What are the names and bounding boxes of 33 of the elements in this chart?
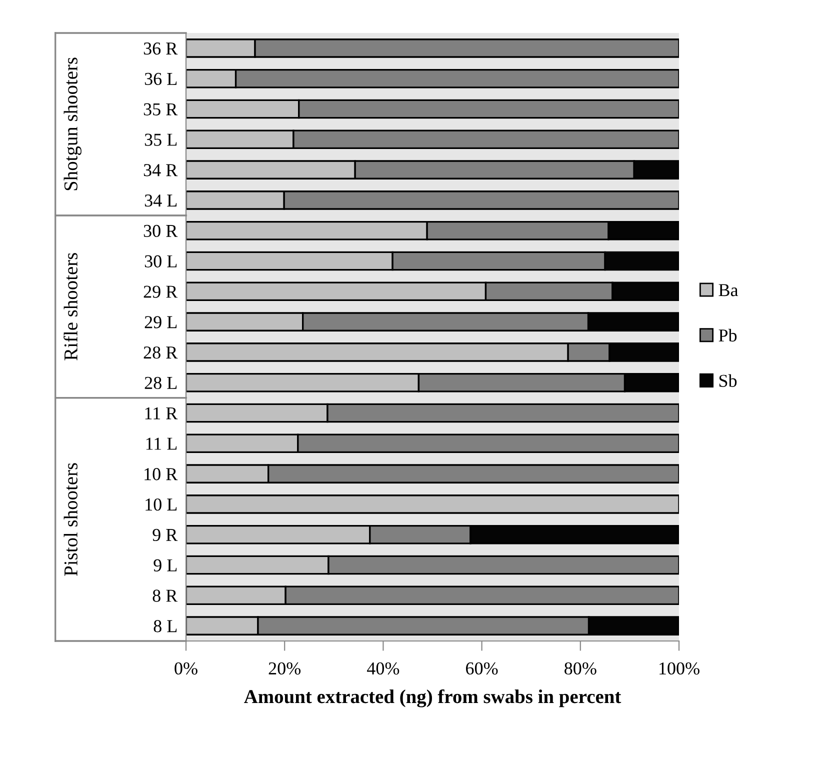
x-tick-label: 20% — [268, 662, 301, 675]
y-tick-label: 8 R — [152, 590, 178, 602]
y-tick-label: 28 L — [144, 376, 177, 390]
y-tick-label: 11 R — [145, 407, 178, 420]
legend-label: Pb — [718, 328, 737, 342]
y-tick-label: 8 L — [154, 620, 177, 632]
y-tick-label: 10 R — [144, 468, 178, 480]
y-tick-label: 30 R — [144, 224, 178, 238]
x-tick-label: 0% — [174, 662, 198, 675]
legend-label: Sb — [719, 374, 737, 387]
legend-label: Ba — [718, 284, 738, 296]
x-tick-label: 100% — [660, 662, 700, 675]
text: Shotgun shooters — [64, 58, 82, 190]
y-tick-label: 36 L — [144, 72, 177, 86]
y-tick-label: 10 L — [146, 498, 177, 511]
y-tick-label: 9 L — [154, 559, 177, 572]
y-tick-label: 36 R — [144, 42, 178, 55]
x-tick-label: 60% — [466, 662, 498, 675]
x-tick-label: 40% — [367, 662, 400, 675]
y-tick-label: 29 R — [144, 286, 178, 298]
y-tick-label: 34 L — [144, 194, 177, 207]
y-tick-label: 35 L — [144, 134, 177, 146]
y-tick-label: 30 L — [144, 255, 177, 268]
y-tick-label: 35 R — [144, 103, 178, 116]
y-tick-label: 11 L — [146, 438, 177, 450]
y-tick-label: 9 R — [152, 528, 178, 542]
text: Pistol shooters — [64, 463, 78, 576]
x-axis-title: Amount extracted (ng) from swabs in percent — [244, 689, 622, 708]
text: Rifle shooters — [64, 253, 78, 360]
y-tick-label: 34 R — [144, 164, 178, 176]
y-tick-label: 29 L — [144, 316, 177, 328]
y-tick-label: 28 R — [144, 346, 178, 359]
x-tick-label: 80% — [564, 662, 596, 675]
